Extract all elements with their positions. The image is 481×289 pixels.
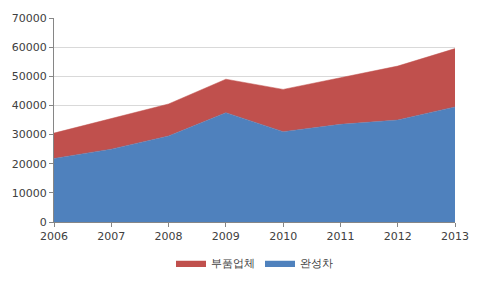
svg-text:부품업체: 부품업체: [211, 257, 255, 270]
svg-text:2011: 2011: [326, 230, 354, 243]
svg-text:20000: 20000: [12, 158, 47, 171]
svg-text:30000: 30000: [12, 128, 47, 141]
svg-text:완성차: 완성차: [300, 257, 333, 270]
svg-text:10000: 10000: [12, 187, 47, 200]
svg-text:2012: 2012: [384, 230, 412, 243]
svg-text:2008: 2008: [155, 230, 183, 243]
svg-text:70000: 70000: [12, 12, 47, 25]
svg-text:2010: 2010: [269, 230, 297, 243]
svg-text:0: 0: [40, 216, 47, 229]
svg-text:2013: 2013: [441, 230, 469, 243]
svg-text:2006: 2006: [40, 230, 68, 243]
svg-text:2009: 2009: [212, 230, 240, 243]
svg-text:60000: 60000: [12, 41, 47, 54]
svg-text:50000: 50000: [12, 70, 47, 83]
svg-text:40000: 40000: [12, 99, 47, 112]
svg-text:2007: 2007: [97, 230, 125, 243]
